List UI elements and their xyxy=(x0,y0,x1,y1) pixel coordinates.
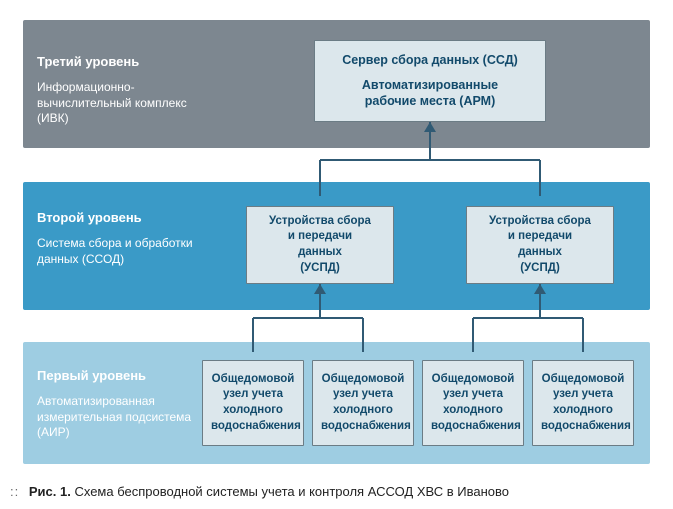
band-level3-sub: Информационно-вычислительный комплекс (И… xyxy=(37,80,207,127)
node-uspd-1: Устройства сбора и передачи данных (УСПД… xyxy=(246,206,394,284)
node-meter-1-l4: водоснабжения xyxy=(211,419,295,435)
node-uspd-1-l3: данных xyxy=(255,245,385,261)
band-level2-label: Второй уровень Система сбора и обработки… xyxy=(37,210,207,267)
node-meter-4-l4: водоснабжения xyxy=(541,419,625,435)
node-uspd-2-l2: и передачи xyxy=(475,229,605,245)
node-uspd-2: Устройства сбора и передачи данных (УСПД… xyxy=(466,206,614,284)
node-meter-3-l3: холодного xyxy=(431,403,515,419)
band-level3-label: Третий уровень Информационно-вычислитель… xyxy=(37,54,207,127)
band-level2-title: Второй уровень xyxy=(37,210,207,226)
node-meter-1-l3: холодного xyxy=(211,403,295,419)
node-meter-3-l1: Общедомовой xyxy=(431,372,515,388)
node-meter-3: Общедомовой узел учета холодного водосна… xyxy=(422,360,524,446)
node-meter-2-l1: Общедомовой xyxy=(321,372,405,388)
band-level1-label: Первый уровень Автоматизированная измери… xyxy=(37,368,207,441)
node-meter-4-l3: холодного xyxy=(541,403,625,419)
node-meter-3-l4: водоснабжения xyxy=(431,419,515,435)
caption-dots-icon: :: xyxy=(10,484,19,499)
node-uspd-1-l4: (УСПД) xyxy=(255,261,385,277)
band-level2-sub: Система сбора и обработки данных (ССОД) xyxy=(37,236,207,267)
node-server-line1: Сервер сбора данных (ССД) xyxy=(323,52,537,69)
node-meter-1: Общедомовой узел учета холодного водосна… xyxy=(202,360,304,446)
node-meter-2-l3: холодного xyxy=(321,403,405,419)
node-meter-4-l1: Общедомовой xyxy=(541,372,625,388)
caption-label: Рис. 1. xyxy=(29,484,71,499)
node-server: Сервер сбора данных (ССД) Автоматизирова… xyxy=(314,40,546,122)
band-level3-title: Третий уровень xyxy=(37,54,207,70)
node-meter-1-l2: узел учета xyxy=(211,387,295,403)
band-level1-title: Первый уровень xyxy=(37,368,207,384)
node-meter-2: Общедомовой узел учета холодного водосна… xyxy=(312,360,414,446)
node-meter-1-l1: Общедомовой xyxy=(211,372,295,388)
band-level1-sub: Автоматизированная измерительная подсист… xyxy=(37,394,207,441)
node-uspd-2-l4: (УСПД) xyxy=(475,261,605,277)
figure-caption: :: Рис. 1. Схема беспроводной системы уч… xyxy=(10,484,509,499)
node-meter-4: Общедомовой узел учета холодного водосна… xyxy=(532,360,634,446)
node-uspd-2-l3: данных xyxy=(475,245,605,261)
node-uspd-1-l1: Устройства сбора xyxy=(255,214,385,230)
node-meter-2-l2: узел учета xyxy=(321,387,405,403)
caption-text: Схема беспроводной системы учета и контр… xyxy=(74,484,509,499)
node-meter-3-l2: узел учета xyxy=(431,387,515,403)
node-meter-2-l4: водоснабжения xyxy=(321,419,405,435)
node-uspd-1-l2: и передачи xyxy=(255,229,385,245)
node-uspd-2-l1: Устройства сбора xyxy=(475,214,605,230)
node-server-line3: рабочие места (АРМ) xyxy=(323,93,537,110)
node-server-line2: Автоматизированные xyxy=(323,77,537,94)
node-meter-4-l2: узел учета xyxy=(541,387,625,403)
